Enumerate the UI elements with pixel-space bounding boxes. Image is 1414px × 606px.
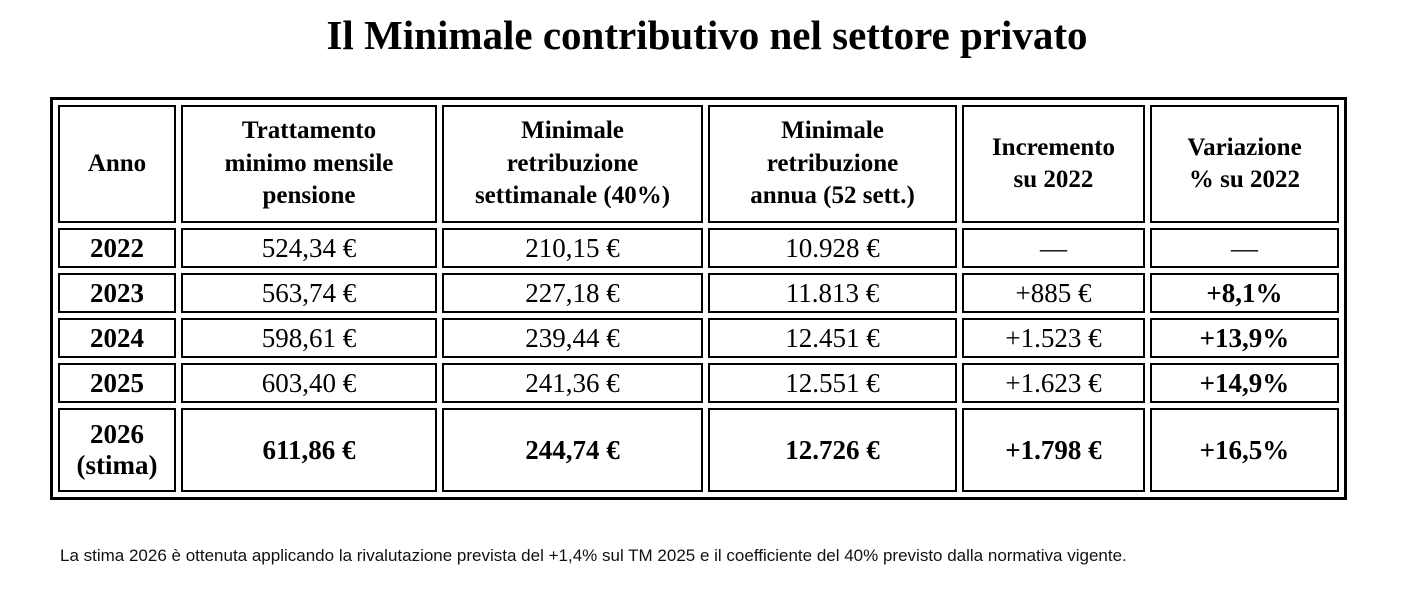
cell-incremento: — [962, 228, 1145, 269]
cell-settimanale: 227,18 € [442, 273, 703, 314]
col-header-settimanale: Minimale retribuzione settimanale (40%) [442, 105, 703, 224]
cell-variazione: +16,5% [1150, 408, 1339, 493]
cell-trattamento: 598,61 € [181, 318, 437, 359]
cell-variazione: — [1150, 228, 1339, 269]
year-cell: 2022 [58, 228, 176, 269]
page: Il Minimale contributivo nel settore pri… [0, 12, 1414, 570]
cell-annua: 11.813 € [708, 273, 957, 314]
table-row-2023: 2023 563,74 € 227,18 € 11.813 € +885 € +… [58, 273, 1339, 314]
cell-settimanale: 239,44 € [442, 318, 703, 359]
cell-incremento: +885 € [962, 273, 1145, 314]
year-cell: 2023 [58, 273, 176, 314]
year-cell: 2025 [58, 363, 176, 404]
cell-annua: 10.928 € [708, 228, 957, 269]
page-title: Il Minimale contributivo nel settore pri… [326, 12, 1088, 58]
cell-variazione: +13,9% [1150, 318, 1339, 359]
year-cell: 2024 [58, 318, 176, 359]
cell-annua: 12.726 € [708, 408, 957, 493]
footnote: La stima 2026 è ottenuta applicando la r… [60, 546, 1127, 566]
year-cell: 2026 (stima) [58, 408, 176, 493]
cell-variazione: +8,1% [1150, 273, 1339, 314]
cell-annua: 12.451 € [708, 318, 957, 359]
col-header-trattamento: Trattamento minimo mensile pensione [181, 105, 437, 224]
table-row-2025: 2025 603,40 € 241,36 € 12.551 € +1.623 €… [58, 363, 1339, 404]
cell-annua: 12.551 € [708, 363, 957, 404]
cell-settimanale: 241,36 € [442, 363, 703, 404]
col-header-anno: Anno [58, 105, 176, 224]
cell-settimanale: 210,15 € [442, 228, 703, 269]
col-header-incremento: Incremento su 2022 [962, 105, 1145, 224]
cell-trattamento: 563,74 € [181, 273, 437, 314]
cell-settimanale: 244,74 € [442, 408, 703, 493]
cell-variazione: +14,9% [1150, 363, 1339, 404]
cell-trattamento: 611,86 € [181, 408, 437, 493]
contributivo-table: Anno Trattamento minimo mensile pensione… [50, 97, 1347, 501]
col-header-variazione: Variazione % su 2022 [1150, 105, 1339, 224]
table-row-2022: 2022 524,34 € 210,15 € 10.928 € — — [58, 228, 1339, 269]
header-row: Anno Trattamento minimo mensile pensione… [58, 105, 1339, 224]
table-row-2024: 2024 598,61 € 239,44 € 12.451 € +1.523 €… [58, 318, 1339, 359]
cell-trattamento: 524,34 € [181, 228, 437, 269]
table-row-2026-stima: 2026 (stima) 611,86 € 244,74 € 12.726 € … [58, 408, 1339, 493]
cell-incremento: +1.523 € [962, 318, 1145, 359]
cell-trattamento: 603,40 € [181, 363, 437, 404]
cell-incremento: +1.623 € [962, 363, 1145, 404]
col-header-annua: Minimale retribuzione annua (52 sett.) [708, 105, 957, 224]
cell-incremento: +1.798 € [962, 408, 1145, 493]
